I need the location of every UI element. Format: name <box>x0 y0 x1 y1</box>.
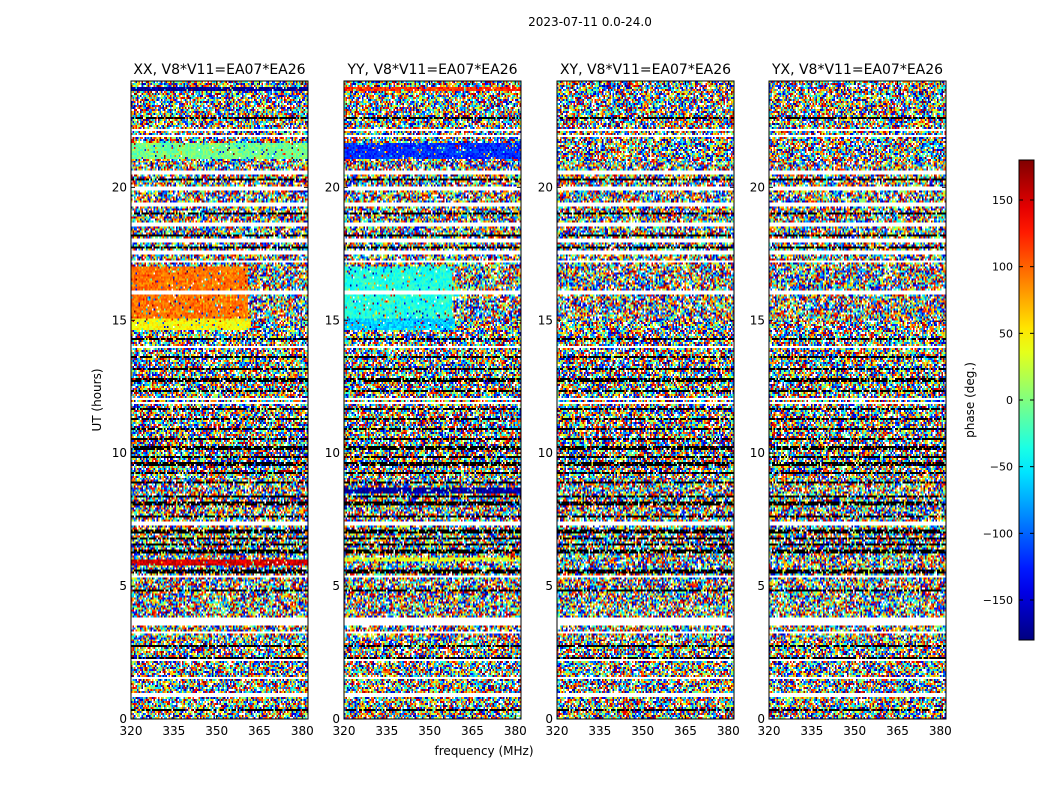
y-tick-label: 5 <box>545 579 553 593</box>
x-axis-label: frequency (MHz) <box>434 744 533 758</box>
y-tick-label: 5 <box>757 579 765 593</box>
panel-title: YX, V8*V11=EA07*EA26 <box>771 62 943 78</box>
heatmap-image <box>769 81 946 719</box>
y-tick-label: 0 <box>757 712 765 726</box>
y-tick-label: 5 <box>119 579 127 593</box>
x-tick-label: 365 <box>674 724 697 738</box>
x-tick-label: 365 <box>461 724 484 738</box>
y-tick-label: 0 <box>119 712 127 726</box>
panel-title: YY, V8*V11=EA07*EA26 <box>346 62 517 78</box>
x-tick-label: 350 <box>205 724 228 738</box>
y-tick-label: 0 <box>332 712 340 726</box>
x-tick-label: 350 <box>843 724 866 738</box>
heatmap-image <box>344 81 521 719</box>
axes-frame <box>130 80 309 720</box>
colorbar-tick-label: −150 <box>983 594 1013 607</box>
y-tick-label: 15 <box>538 313 553 327</box>
axes-frame <box>768 80 947 720</box>
y-tick-label: 5 <box>332 579 340 593</box>
y-tick-label: 15 <box>112 313 127 327</box>
y-tick-label: 10 <box>750 446 765 460</box>
panel-1: XX, V8*V11=EA07*EA26 320 335 350 365 380 0 5 10 1… <box>90 62 314 738</box>
colorbar-label: phase (deg.) <box>963 362 977 438</box>
panel-title: XY, V8*V11=EA07*EA26 <box>560 62 731 78</box>
figure-suptitle: 2023-07-11 0.0-24.0 <box>528 15 652 29</box>
panel-2: YY, V8*V11=EA07*EA26 320 335 350 365 380 0 5 10 1… <box>325 62 534 758</box>
y-tick-label: 10 <box>538 446 553 460</box>
x-tick-label: 365 <box>248 724 271 738</box>
axes-frame <box>343 80 522 720</box>
x-tick-label: 320 <box>758 724 781 738</box>
x-tick-label: 380 <box>929 724 952 738</box>
panel-3: XY, V8*V11=EA07*EA26 320 335 350 365 380 0 5 10 1… <box>538 62 740 738</box>
x-tick-label: 320 <box>546 724 569 738</box>
y-tick-label: 20 <box>750 180 765 194</box>
x-tick-label: 365 <box>886 724 909 738</box>
colorbar-tick-label: −100 <box>983 527 1013 540</box>
x-tick-label: 335 <box>162 724 185 738</box>
colorbar-tick-label: 50 <box>999 327 1013 340</box>
axes-frame <box>556 80 735 720</box>
x-tick-label: 320 <box>120 724 143 738</box>
colorbar-tick-label: −50 <box>990 461 1013 474</box>
panel-4: YX, V8*V11=EA07*EA26 320 335 350 365 380 0 5 10 1… <box>750 62 952 738</box>
colorbar-tick-label: 0 <box>1006 394 1013 407</box>
y-tick-label: 10 <box>325 446 340 460</box>
x-tick-label: 335 <box>800 724 823 738</box>
y-tick-label: 20 <box>112 180 127 194</box>
x-tick-label: 380 <box>291 724 314 738</box>
x-tick-label: 320 <box>333 724 356 738</box>
y-tick-label: 20 <box>538 180 553 194</box>
y-tick-label: 20 <box>325 180 340 194</box>
heatmap-image <box>131 81 308 719</box>
x-tick-label: 350 <box>631 724 654 738</box>
colorbar-tick-label: 150 <box>992 194 1013 207</box>
x-tick-label: 380 <box>717 724 740 738</box>
y-tick-label: 15 <box>750 313 765 327</box>
x-tick-label: 335 <box>588 724 611 738</box>
heatmap-image <box>557 81 734 719</box>
colorbar: 150 100 50 0 −50 −100 −150 phase (deg.) <box>963 159 1035 641</box>
panel-title: XX, V8*V11=EA07*EA26 <box>133 62 305 78</box>
x-tick-label: 335 <box>375 724 398 738</box>
colorbar-tick-label: 100 <box>992 261 1013 274</box>
y-tick-label: 15 <box>325 313 340 327</box>
y-tick-label: 10 <box>112 446 127 460</box>
y-axis-label: UT (hours) <box>90 368 104 431</box>
x-tick-label: 380 <box>504 724 527 738</box>
y-tick-label: 0 <box>545 712 553 726</box>
x-tick-label: 350 <box>418 724 441 738</box>
